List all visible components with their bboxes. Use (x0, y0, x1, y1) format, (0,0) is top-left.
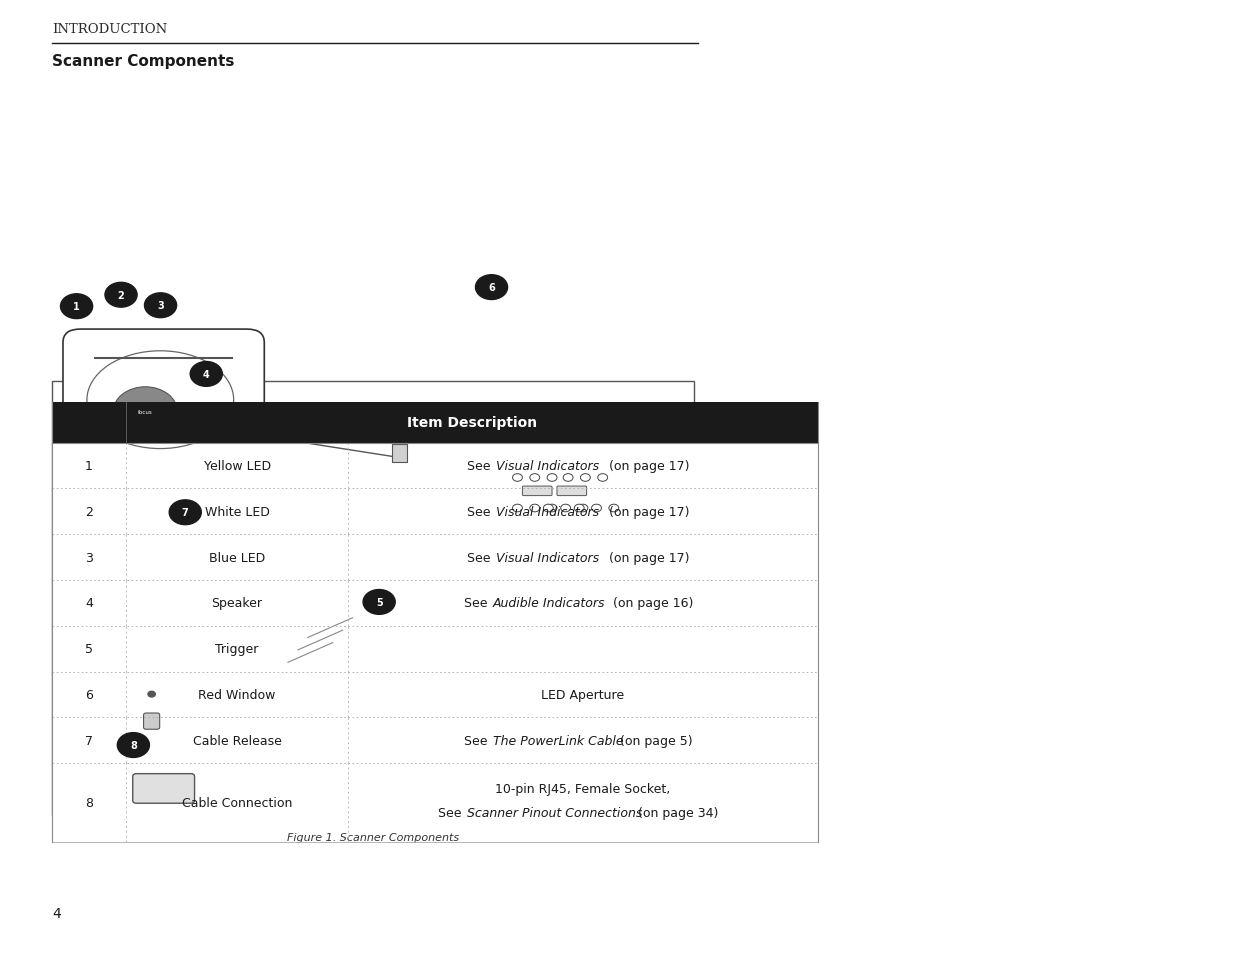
Text: See: See (438, 805, 466, 819)
Circle shape (105, 283, 137, 308)
Text: Cable Release: Cable Release (193, 734, 282, 747)
Circle shape (148, 692, 156, 698)
Circle shape (190, 362, 222, 387)
Text: Cable Connection: Cable Connection (182, 796, 293, 809)
FancyBboxPatch shape (117, 464, 210, 805)
Text: 3: 3 (85, 551, 93, 564)
Text: 4: 4 (203, 370, 210, 379)
Text: Audible Indicators: Audible Indicators (493, 597, 605, 610)
Circle shape (117, 733, 149, 758)
Circle shape (574, 505, 584, 513)
Text: (on page 17): (on page 17) (605, 459, 690, 473)
Text: 5: 5 (85, 642, 93, 656)
Circle shape (563, 475, 573, 482)
Text: focus: focus (138, 410, 153, 415)
Text: See: See (464, 597, 492, 610)
Text: INTRODUCTION: INTRODUCTION (52, 23, 167, 36)
Bar (52, 443, 818, 489)
Text: 1: 1 (73, 302, 80, 312)
Bar (52, 580, 818, 626)
Circle shape (547, 505, 557, 513)
PathPatch shape (266, 419, 454, 748)
Text: 5: 5 (375, 598, 383, 607)
FancyBboxPatch shape (63, 330, 264, 476)
FancyBboxPatch shape (522, 487, 552, 497)
Text: Blue LED: Blue LED (209, 551, 266, 564)
Circle shape (543, 505, 553, 513)
Text: See: See (467, 505, 495, 518)
Circle shape (114, 387, 178, 436)
Text: 7: 7 (182, 508, 189, 517)
Text: (on page 34): (on page 34) (635, 805, 719, 819)
Text: Yellow LED: Yellow LED (204, 459, 270, 473)
Text: White LED: White LED (205, 505, 269, 518)
Text: Visual Indicators: Visual Indicators (496, 551, 599, 564)
Text: 2: 2 (117, 291, 125, 300)
Text: See: See (467, 459, 495, 473)
Text: Visual Indicators: Visual Indicators (496, 505, 599, 518)
Text: See: See (464, 734, 492, 747)
Bar (52, 381, 694, 815)
FancyBboxPatch shape (143, 713, 159, 729)
Text: Trigger: Trigger (215, 642, 259, 656)
Text: (on page 5): (on page 5) (615, 734, 692, 747)
Text: 7: 7 (85, 734, 93, 747)
Circle shape (530, 475, 540, 482)
Bar (52, 763, 818, 842)
Text: Visual Indicators: Visual Indicators (496, 459, 599, 473)
Text: 1: 1 (85, 459, 93, 473)
Text: (on page 16): (on page 16) (609, 597, 693, 610)
FancyBboxPatch shape (132, 774, 195, 803)
Circle shape (592, 505, 601, 513)
Bar (52, 626, 818, 672)
Text: 6: 6 (488, 283, 495, 293)
Text: Scanner Pinout Connections: Scanner Pinout Connections (467, 805, 642, 819)
Bar (52, 718, 818, 763)
Text: Red Window: Red Window (199, 688, 275, 701)
Text: Scanner Components: Scanner Components (52, 53, 235, 69)
Circle shape (580, 475, 590, 482)
Bar (52, 535, 818, 580)
Text: 10-pin RJ45, Female Socket,: 10-pin RJ45, Female Socket, (495, 781, 671, 795)
Text: 6: 6 (85, 688, 93, 701)
Text: (on page 17): (on page 17) (605, 505, 690, 518)
Text: (on page 17): (on page 17) (605, 551, 690, 564)
Circle shape (513, 505, 522, 513)
Text: 8: 8 (85, 796, 93, 809)
Circle shape (530, 505, 540, 513)
Text: 4: 4 (85, 597, 93, 610)
FancyBboxPatch shape (391, 445, 406, 462)
Text: Figure 1. Scanner Components: Figure 1. Scanner Components (287, 832, 459, 841)
Bar (52, 672, 818, 718)
FancyBboxPatch shape (557, 487, 587, 497)
FancyBboxPatch shape (515, 706, 601, 777)
Circle shape (513, 475, 522, 482)
Circle shape (609, 505, 619, 513)
Circle shape (61, 294, 93, 319)
Circle shape (578, 505, 588, 513)
Circle shape (169, 500, 201, 525)
FancyBboxPatch shape (467, 468, 650, 749)
Text: Speaker: Speaker (211, 597, 263, 610)
Circle shape (475, 275, 508, 300)
Text: 8: 8 (130, 740, 137, 750)
Circle shape (363, 590, 395, 615)
Text: 2: 2 (85, 505, 93, 518)
Bar (52, 403, 818, 443)
Text: The PowerLink Cable: The PowerLink Cable (493, 734, 624, 747)
Text: LED Aperture: LED Aperture (541, 688, 625, 701)
Circle shape (547, 475, 557, 482)
Text: 3: 3 (157, 301, 164, 311)
Text: Item Description: Item Description (406, 416, 537, 430)
Circle shape (561, 505, 571, 513)
Bar (52, 489, 818, 535)
Text: 4: 4 (52, 905, 61, 920)
Text: See: See (467, 551, 495, 564)
Circle shape (598, 475, 608, 482)
Circle shape (144, 294, 177, 318)
